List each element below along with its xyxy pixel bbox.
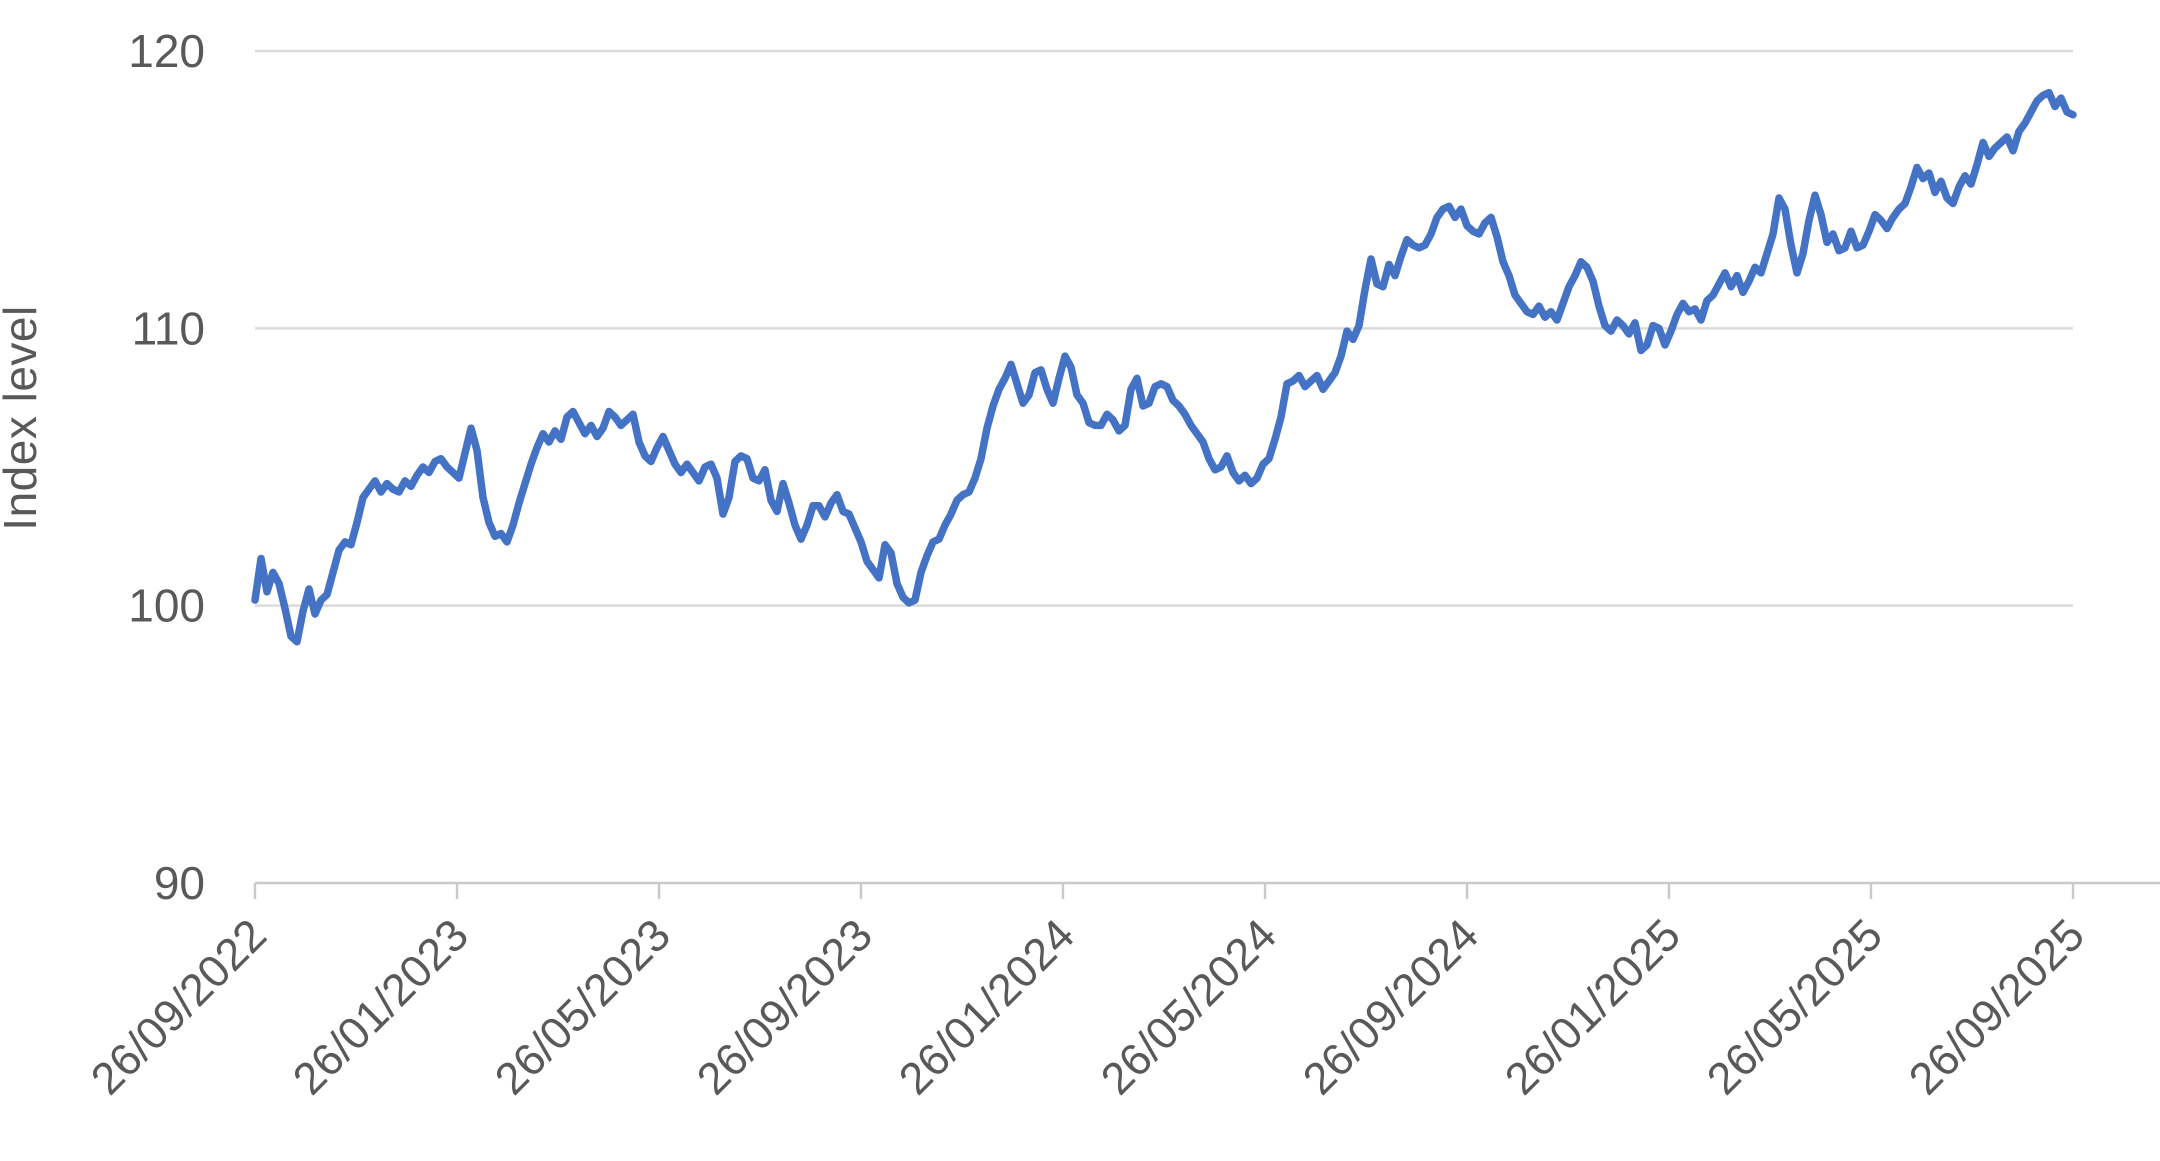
- x-tick-label: 26/09/2025: [1899, 909, 2094, 1104]
- x-tick-label: 26/09/2023: [687, 909, 882, 1104]
- x-tick-label: 26/05/2024: [1091, 909, 1286, 1104]
- x-tick-label: 26/09/2024: [1293, 909, 1488, 1104]
- y-tick-label: 100: [128, 580, 205, 632]
- x-tick-label: 26/09/2022: [81, 909, 276, 1104]
- y-tick-label: 120: [128, 25, 205, 77]
- x-tick-label: 26/05/2025: [1697, 909, 1892, 1104]
- index-level-series-line: [251, 88, 2077, 646]
- y-tick-label: 110: [132, 302, 205, 354]
- y-axis-title: Index level: [0, 305, 46, 531]
- y-tick-label: 90: [154, 857, 205, 909]
- x-tick-label: 26/01/2025: [1495, 909, 1690, 1104]
- x-tick-label: 26/01/2024: [889, 909, 1084, 1104]
- x-tick-label: 26/01/2023: [283, 909, 478, 1104]
- x-tick-label: 26/05/2023: [485, 909, 680, 1104]
